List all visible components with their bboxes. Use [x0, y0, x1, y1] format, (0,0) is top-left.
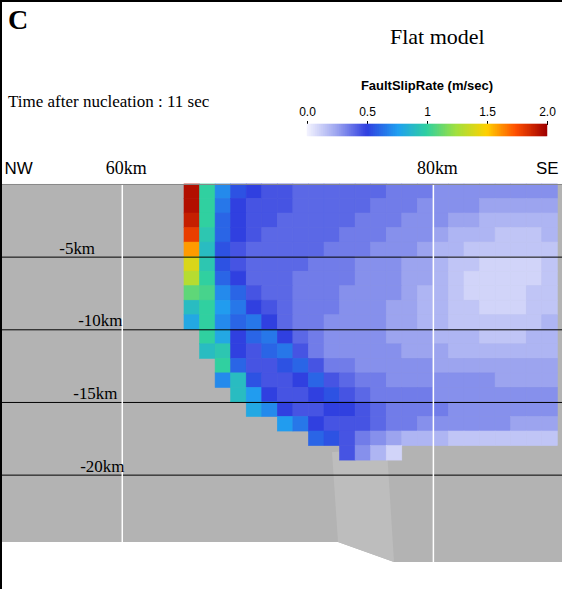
- svg-text:NW: NW: [4, 159, 32, 178]
- html-text:FaultSlipRate (m/sec): FaultSlipRate (m/sec): [360, 78, 494, 93]
- svg-text:-15km: -15km: [73, 384, 117, 403]
- html-text:C: C: [8, 4, 29, 35]
- svg-text:1: 1: [424, 105, 431, 119]
- svg-text:1.5: 1.5: [479, 105, 496, 119]
- svg-text:0.0: 0.0: [299, 105, 316, 119]
- svg-text:-5km: -5km: [59, 239, 95, 258]
- svg-text:-20km: -20km: [80, 457, 124, 476]
- svg-text:0.5: 0.5: [359, 105, 376, 119]
- html-text:Flat model: Flat model: [390, 24, 485, 49]
- svg-text:80km: 80km: [417, 158, 458, 178]
- svg-text:60km: 60km: [106, 158, 147, 178]
- html-text:Time after nucleation : 11 sec: Time after nucleation : 11 sec: [8, 92, 210, 111]
- svg-text:2.0: 2.0: [539, 105, 556, 119]
- svg-text:-10km: -10km: [78, 311, 122, 330]
- svg-text:SE: SE: [536, 159, 559, 178]
